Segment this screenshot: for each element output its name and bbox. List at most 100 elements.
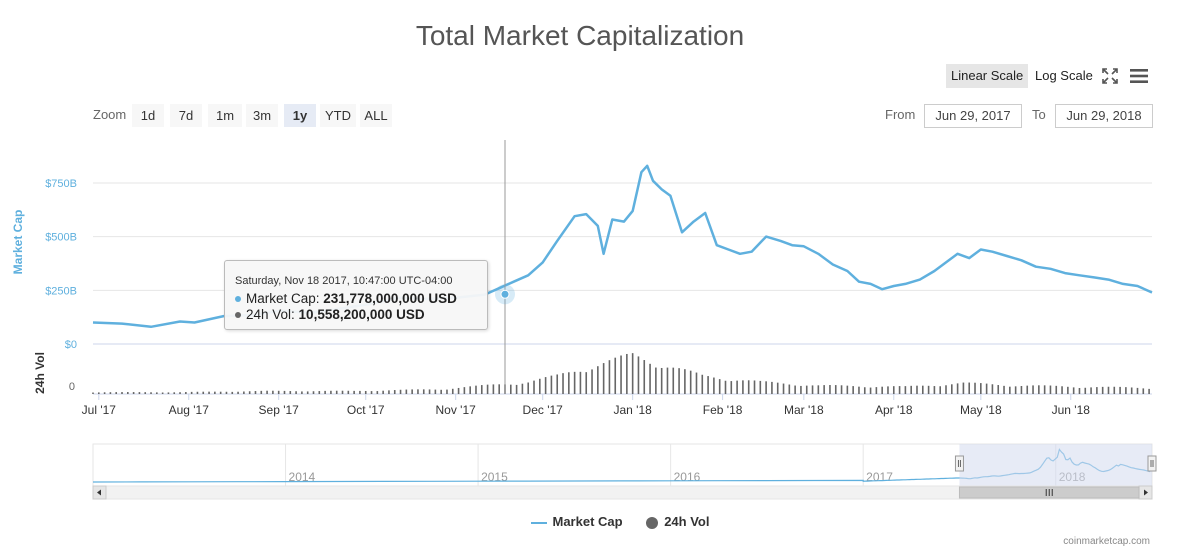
navigator-selection[interactable] bbox=[959, 444, 1152, 486]
volume-bar bbox=[370, 391, 373, 394]
volume-bar bbox=[817, 385, 820, 394]
volume-bar bbox=[457, 387, 460, 394]
linear-scale-button[interactable]: Linear Scale bbox=[946, 64, 1029, 88]
x-tick-label: Jan '18 bbox=[613, 403, 652, 417]
volume-bar bbox=[921, 385, 924, 394]
volume-bar bbox=[910, 385, 912, 394]
from-date-input[interactable]: Jun 29, 2017 bbox=[924, 104, 1022, 128]
x-tick-label: Feb '18 bbox=[703, 403, 743, 417]
volume-bar bbox=[312, 391, 315, 394]
legend-volume[interactable]: 24h Vol bbox=[646, 514, 709, 529]
volume-bar bbox=[422, 389, 425, 394]
highlight-point bbox=[500, 289, 510, 299]
volume-bar bbox=[1020, 385, 1023, 394]
menu-icon[interactable] bbox=[1130, 69, 1148, 83]
zoom-1d-button[interactable]: 1d bbox=[132, 104, 164, 127]
volume-dot-icon bbox=[235, 312, 241, 319]
volume-bar bbox=[1061, 386, 1063, 394]
volume-bar bbox=[266, 390, 268, 394]
volume-bar bbox=[649, 363, 651, 394]
x-tick-label: Dec '17 bbox=[523, 403, 564, 417]
navigator-left-handle[interactable] bbox=[954, 455, 964, 472]
volume-bar bbox=[411, 389, 413, 394]
volume-bar bbox=[248, 391, 251, 394]
volume-bar bbox=[428, 389, 431, 394]
volume-bar bbox=[92, 392, 94, 394]
volume-bar bbox=[463, 387, 466, 394]
x-tick-label: Apr '18 bbox=[875, 403, 913, 417]
volume-bar bbox=[800, 385, 802, 394]
volume-bar bbox=[666, 367, 669, 394]
volume-bar bbox=[243, 391, 245, 394]
volume-bar bbox=[1142, 388, 1145, 394]
volume-bar bbox=[109, 392, 112, 394]
zoom-1y-button[interactable]: 1y bbox=[284, 104, 316, 127]
volume-bar bbox=[127, 392, 129, 394]
x-tick-label: Nov '17 bbox=[436, 403, 477, 417]
volume-bar bbox=[765, 381, 767, 394]
arrow-right-icon bbox=[1144, 489, 1148, 496]
volume-bar bbox=[980, 383, 982, 394]
fullscreen-icon[interactable] bbox=[1102, 68, 1118, 84]
volume-bar bbox=[585, 372, 588, 394]
volume-bar bbox=[968, 382, 971, 394]
volume-bar bbox=[794, 385, 796, 394]
volume-bar bbox=[324, 390, 326, 394]
log-scale-button[interactable]: Log Scale bbox=[1035, 68, 1093, 83]
volume-bar bbox=[544, 377, 547, 394]
zoom-all-button[interactable]: ALL bbox=[360, 104, 392, 127]
volume-bar bbox=[782, 383, 785, 394]
navigator[interactable]: 20142015201620172018 bbox=[92, 443, 1157, 500]
volume-bar bbox=[202, 391, 205, 394]
volume-bar bbox=[759, 380, 762, 394]
line-icon bbox=[530, 521, 547, 524]
volume-bar bbox=[1038, 385, 1040, 394]
zoom-1m-button[interactable]: 1m bbox=[208, 104, 242, 127]
volume-bar bbox=[405, 389, 408, 394]
zoom-ytd-button[interactable]: YTD bbox=[320, 104, 356, 127]
legend-market-cap[interactable]: Market Cap bbox=[530, 514, 623, 529]
volume-bar bbox=[608, 360, 611, 394]
navigator-right-handle[interactable] bbox=[1147, 455, 1157, 472]
volume-bar bbox=[939, 386, 941, 394]
tooltip-volume: 24h Vol: 10,558,200,000 USD bbox=[235, 307, 425, 322]
zoom-3m-button[interactable]: 3m bbox=[246, 104, 278, 127]
volume-tick-label: 0 bbox=[69, 381, 75, 393]
tooltip-date: Saturday, Nov 18 2017, 10:47:00 UTC-04:0… bbox=[235, 275, 453, 287]
volume-bar bbox=[620, 355, 622, 394]
zoom-7d-button[interactable]: 7d bbox=[170, 104, 202, 127]
volume-bar bbox=[788, 384, 791, 394]
volume-bar bbox=[219, 391, 222, 394]
volume-bar bbox=[573, 371, 576, 394]
volume-bar bbox=[451, 388, 454, 394]
x-tick-label: Mar '18 bbox=[784, 403, 824, 417]
volume-bar bbox=[475, 385, 477, 394]
volume-bar bbox=[382, 390, 384, 394]
credit-link[interactable]: coinmarketcap.com bbox=[1063, 536, 1150, 547]
volume-bar bbox=[602, 363, 605, 394]
volume-bar bbox=[283, 390, 286, 394]
volume-bar bbox=[527, 382, 530, 394]
navigator-year-label: 2014 bbox=[289, 470, 316, 484]
y-axis-title: Market Cap bbox=[11, 210, 25, 275]
volume-bar bbox=[399, 389, 402, 394]
chart-title: Total Market Capitalization bbox=[415, 20, 745, 51]
volume-bar bbox=[341, 390, 344, 394]
legend: Market Cap 24h Vol bbox=[0, 514, 1200, 529]
volume-bar bbox=[1136, 387, 1139, 394]
volume-bar bbox=[858, 386, 860, 394]
tooltip-vol-label: 24h Vol: bbox=[246, 307, 299, 322]
volume-bar bbox=[1130, 387, 1133, 394]
x-tick-label: Jul '17 bbox=[82, 403, 117, 417]
volume-bar bbox=[347, 390, 350, 394]
volume-bar bbox=[214, 391, 216, 394]
volume-bar bbox=[689, 370, 692, 394]
volume-bar bbox=[509, 384, 512, 394]
volume-bar bbox=[823, 385, 825, 394]
volume-bar bbox=[335, 390, 338, 394]
volume-bar bbox=[875, 387, 878, 394]
volume-bar bbox=[1032, 385, 1034, 394]
to-date-input[interactable]: Jun 29, 2018 bbox=[1055, 104, 1153, 128]
x-tick-label: May '18 bbox=[960, 403, 1002, 417]
